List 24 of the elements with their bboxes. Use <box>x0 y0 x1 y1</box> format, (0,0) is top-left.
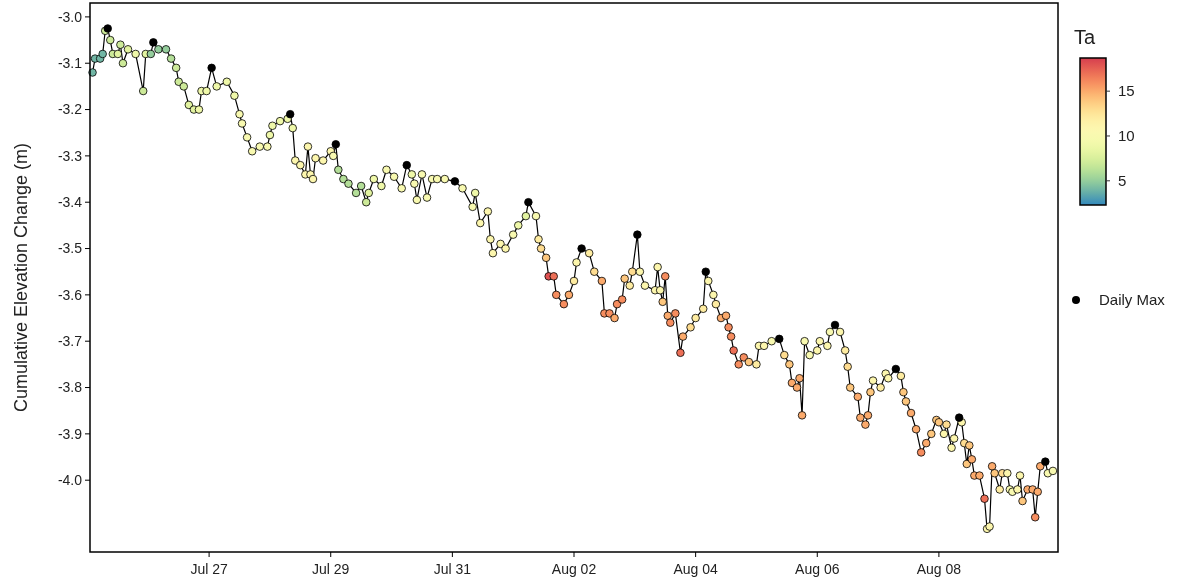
x-tick-label: Jul 27 <box>190 561 228 577</box>
y-tick-label: -3.2 <box>57 101 83 118</box>
y-tick-label: -3.9 <box>57 425 83 442</box>
y-tick-label: -3.1 <box>57 55 83 72</box>
x-tick-label: Aug 06 <box>795 561 840 577</box>
y-tick-label: -4.0 <box>57 472 83 489</box>
color-bar-label: 5 <box>1118 172 1127 190</box>
y-tick-label: -3.3 <box>57 147 83 164</box>
y-tick-label: -3.7 <box>57 333 83 350</box>
y-tick-label: -3.0 <box>57 8 83 25</box>
x-tick-label: Aug 02 <box>551 561 597 577</box>
y-tick-label: -3.5 <box>57 240 83 257</box>
x-tick-label: Jul 31 <box>433 561 472 577</box>
x-tick-label: Aug 04 <box>673 561 719 577</box>
y-tick-label: -3.8 <box>57 379 83 396</box>
legend-label: Daily Max <box>1099 291 1166 309</box>
y-tick-label: -3.6 <box>57 286 83 303</box>
color-bar-title: Ta <box>1074 26 1096 48</box>
color-bar-label: 15 <box>1118 82 1135 100</box>
y-axis-title: Cumulative Elevation Change (m) <box>11 142 31 413</box>
x-tick-label: Jul 29 <box>312 561 350 577</box>
color-bar-label: 10 <box>1118 127 1135 145</box>
x-tick-label: Aug 08 <box>916 561 962 577</box>
y-tick-label: -3.4 <box>57 194 83 211</box>
